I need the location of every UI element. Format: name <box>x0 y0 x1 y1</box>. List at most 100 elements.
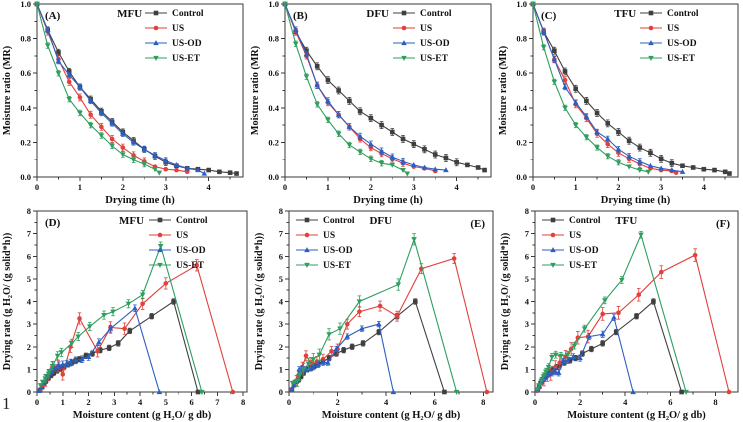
tridown-marker <box>110 309 116 315</box>
triup-marker <box>604 136 611 142</box>
series-line <box>39 264 234 393</box>
triup-marker <box>390 389 397 395</box>
y-tick-label: 4 <box>279 297 284 307</box>
legend-label: US <box>667 24 679 34</box>
x-tick-label: 2 <box>616 182 620 192</box>
x-tick-label: 2 <box>86 397 90 407</box>
x-axis-label: Moisture content (g H₂O/ g db) <box>567 410 706 421</box>
x-axis-label: Drying time (h) <box>601 195 671 206</box>
legend-item-us: US <box>296 231 335 241</box>
series-line <box>39 300 199 393</box>
tridown-marker <box>98 133 105 139</box>
y-tick-label: 3 <box>27 319 31 329</box>
triup-marker <box>615 146 622 152</box>
legend-label: Control <box>667 9 699 19</box>
square-marker <box>589 346 594 352</box>
tridown-marker <box>538 378 545 384</box>
x-tick-label: 0 <box>35 397 39 407</box>
triup-marker <box>583 113 590 119</box>
square-marker <box>195 389 201 395</box>
tridown-marker <box>530 1 536 7</box>
square-marker <box>115 341 121 346</box>
legend-item-us: US <box>542 231 581 241</box>
tridown-marker <box>157 243 164 249</box>
triup-marker <box>550 247 556 253</box>
legend-item-us: US <box>393 24 432 34</box>
chart-svg-F: 0 2 4 6 8 0 1 2 3 4 5 6 7 8 Moisture content (g H₂O/ g… <box>500 206 739 421</box>
series-line <box>36 3 237 175</box>
triup-marker <box>109 120 115 126</box>
panel-letter: (E) <box>470 218 485 230</box>
circle-marker <box>163 166 169 172</box>
y-tick-label: 2 <box>279 342 283 352</box>
triup-marker <box>59 361 66 367</box>
square-marker <box>412 299 418 304</box>
legend-label: US-ET <box>323 261 352 271</box>
triup-marker <box>368 141 374 147</box>
square-marker <box>357 108 363 114</box>
y-axis-label: Moisture ratio (MR) <box>498 46 509 135</box>
triup-marker <box>314 82 320 88</box>
tridown-marker <box>77 110 83 116</box>
triup-marker <box>156 389 163 395</box>
panel-title: TFU <box>614 8 636 20</box>
circle-marker <box>484 389 490 395</box>
legend-item-us: US <box>640 24 679 34</box>
tridown-marker <box>401 55 407 61</box>
tridown-marker <box>602 298 608 304</box>
series-us <box>34 1 190 175</box>
legend-label: Control <box>176 216 208 226</box>
circle-marker <box>194 263 200 268</box>
y-tick-label: 5 <box>27 274 31 284</box>
tridown-marker <box>378 161 385 167</box>
panel-letter: (F) <box>716 218 730 230</box>
tridown-marker <box>638 232 644 238</box>
square-marker <box>368 115 374 121</box>
legend-label: Control <box>569 216 601 226</box>
legend-item-us-od: US-OD <box>640 39 697 49</box>
legend-label: US <box>176 231 188 241</box>
square-marker <box>422 147 427 152</box>
triup-marker <box>376 321 382 327</box>
panel-title: MFU <box>117 8 142 20</box>
series-us-od <box>534 313 636 395</box>
triup-marker <box>52 365 58 371</box>
circle-marker <box>636 292 642 298</box>
legend-label: Control <box>420 9 452 19</box>
circle-marker <box>659 269 664 275</box>
circle-marker <box>562 77 568 83</box>
tridown-marker <box>540 374 547 380</box>
x-tick-label: 4 <box>702 182 707 192</box>
tridown-marker <box>139 292 146 298</box>
square-marker <box>584 98 589 104</box>
tridown-marker <box>543 369 549 375</box>
series-line <box>532 3 677 174</box>
y-tick-label: 5 <box>279 274 283 284</box>
circle-marker <box>304 232 310 238</box>
legend-label: US-OD <box>172 39 202 49</box>
circle-marker <box>394 313 400 319</box>
series-line <box>536 233 687 393</box>
square-marker <box>637 145 643 150</box>
triup-marker <box>152 152 158 158</box>
square-marker <box>314 63 320 69</box>
square-marker <box>157 217 163 223</box>
circle-marker <box>320 356 326 362</box>
y-tick-label: 1.0 <box>516 0 527 9</box>
panel-title: DFU <box>369 215 392 227</box>
panel-c-moisture-ratio-tfu: 0 1 2 3 4 0.0 0.2 0.4 0.6 0.8 1.0 Drying time (h) Mo… <box>496 0 743 207</box>
x-tick-label: 8 <box>481 397 485 407</box>
legend-label: US <box>420 24 432 34</box>
triup-marker <box>669 167 675 173</box>
x-tick-label: 5 <box>164 397 168 407</box>
tridown-marker <box>68 341 75 347</box>
square-marker <box>727 171 732 176</box>
tridown-marker <box>304 262 310 268</box>
y-tick-label: 1 <box>525 364 529 374</box>
panel-title: TFU <box>615 215 637 227</box>
circle-marker <box>673 170 679 175</box>
square-marker <box>442 389 447 395</box>
circle-marker <box>163 281 169 286</box>
tridown-marker <box>297 372 303 378</box>
x-axis-label: Drying time (h) <box>105 195 175 206</box>
